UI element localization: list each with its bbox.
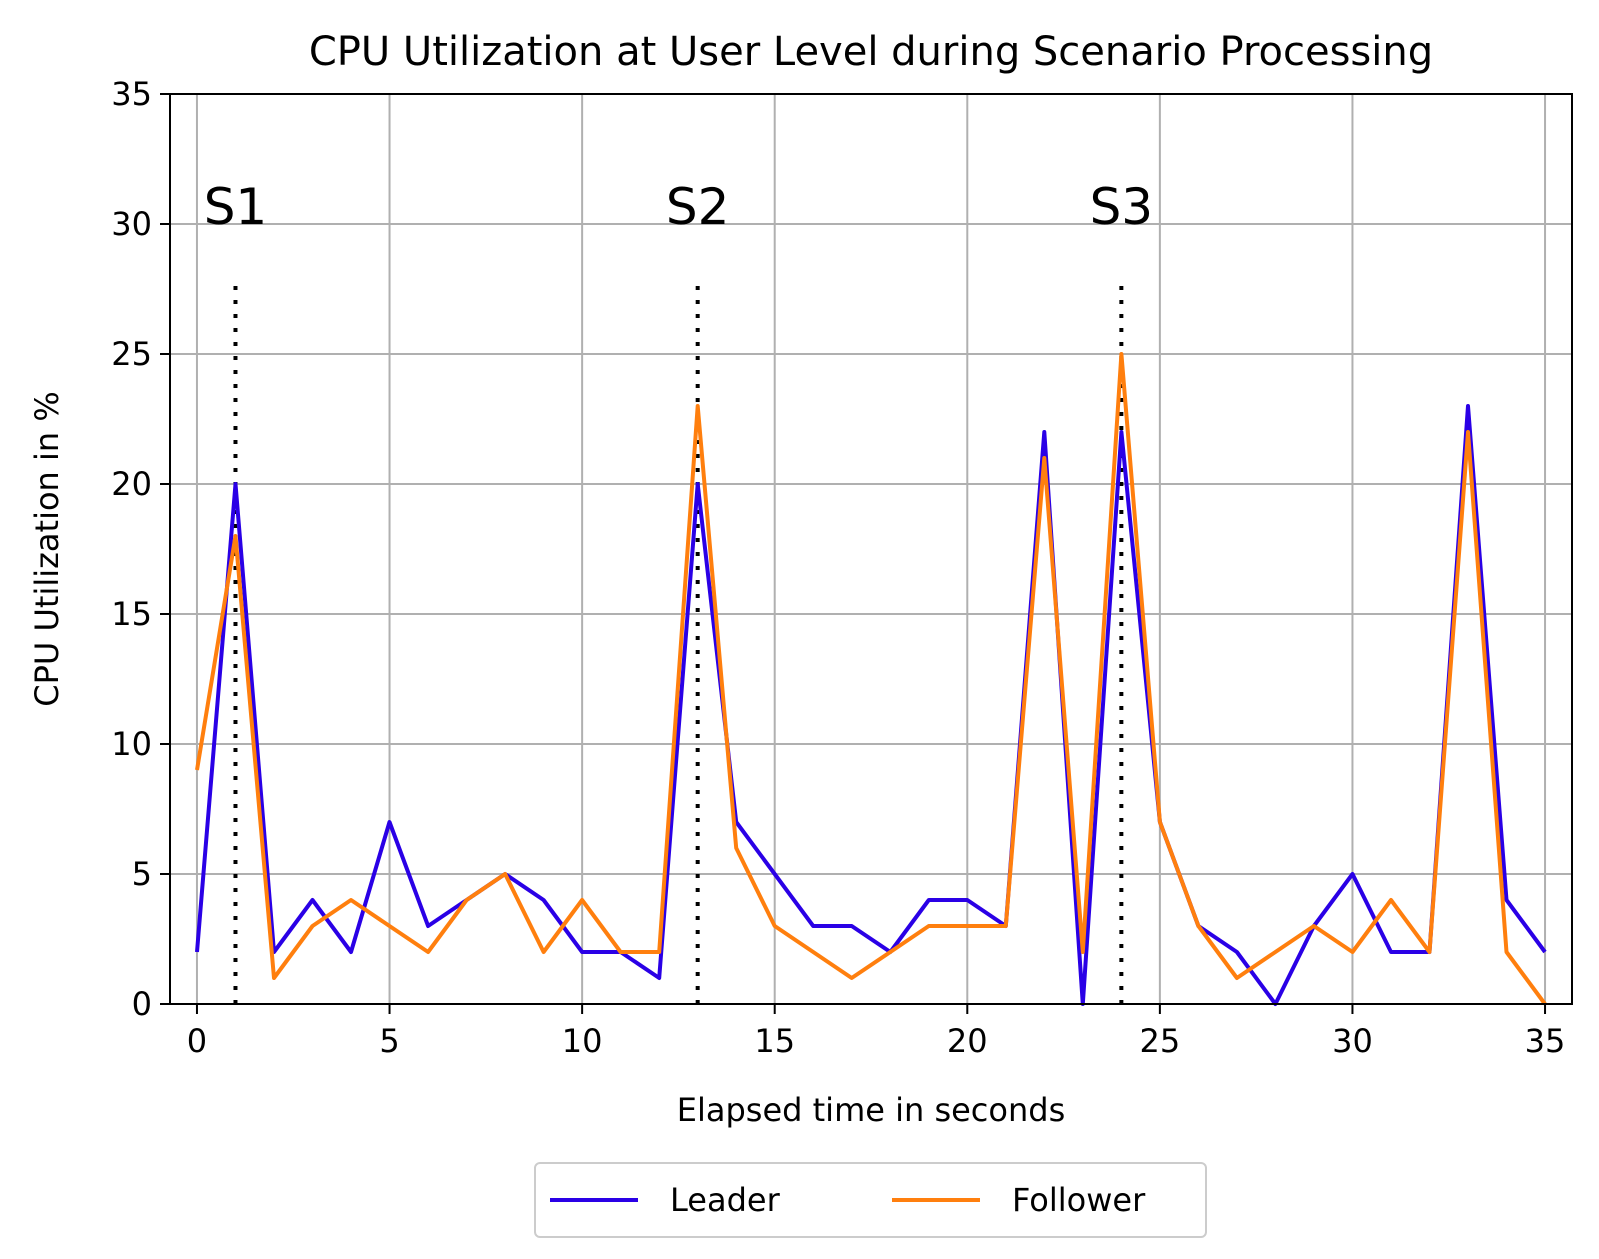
plot-frame: [169, 93, 1573, 1005]
series-lines: [195, 352, 1547, 1006]
x-tick-label: 35: [1525, 1022, 1566, 1060]
y-tick-label: 35: [111, 75, 152, 113]
y-axis-label: CPU Utilization in %: [28, 391, 66, 707]
series-line-follower: [195, 352, 1547, 1006]
x-axis-label: Elapsed time in seconds: [677, 1091, 1065, 1129]
series-line-leader: [195, 404, 1547, 1006]
scenario-label: S3: [1090, 178, 1154, 236]
x-tick-label: 5: [379, 1022, 399, 1060]
x-tick-label: 0: [187, 1022, 207, 1060]
y-axis: 0 5 10 15 20 25 30 35: [111, 75, 170, 1023]
scenario-label: S2: [666, 178, 730, 236]
legend-label: Follower: [1012, 1181, 1146, 1219]
x-tick-label: 20: [947, 1022, 988, 1060]
legend: Leader Follower: [534, 1162, 1207, 1238]
y-tick-label: 0: [132, 985, 152, 1023]
x-axis: 0 5 10 15 20 25 30 35: [187, 1004, 1566, 1060]
y-tick-label: 15: [111, 595, 152, 633]
x-tick-label: 30: [1332, 1022, 1373, 1060]
legend-label: Leader: [670, 1181, 781, 1219]
y-tick-label: 30: [111, 205, 152, 243]
chart-title: CPU Utilization at User Level during Sce…: [309, 29, 1433, 75]
x-tick-label: 10: [562, 1022, 603, 1060]
x-tick-label: 25: [1140, 1022, 1181, 1060]
y-tick-label: 10: [111, 725, 152, 763]
grid: [170, 93, 1572, 1005]
y-tick-label: 5: [132, 855, 152, 893]
y-tick-label: 20: [111, 465, 152, 503]
scenario-label: S1: [204, 178, 268, 236]
y-tick-label: 25: [111, 335, 152, 373]
annotations: S1 S2 S3: [204, 178, 1153, 1004]
x-tick-label: 15: [754, 1022, 795, 1060]
legend-box: [534, 1162, 1207, 1238]
